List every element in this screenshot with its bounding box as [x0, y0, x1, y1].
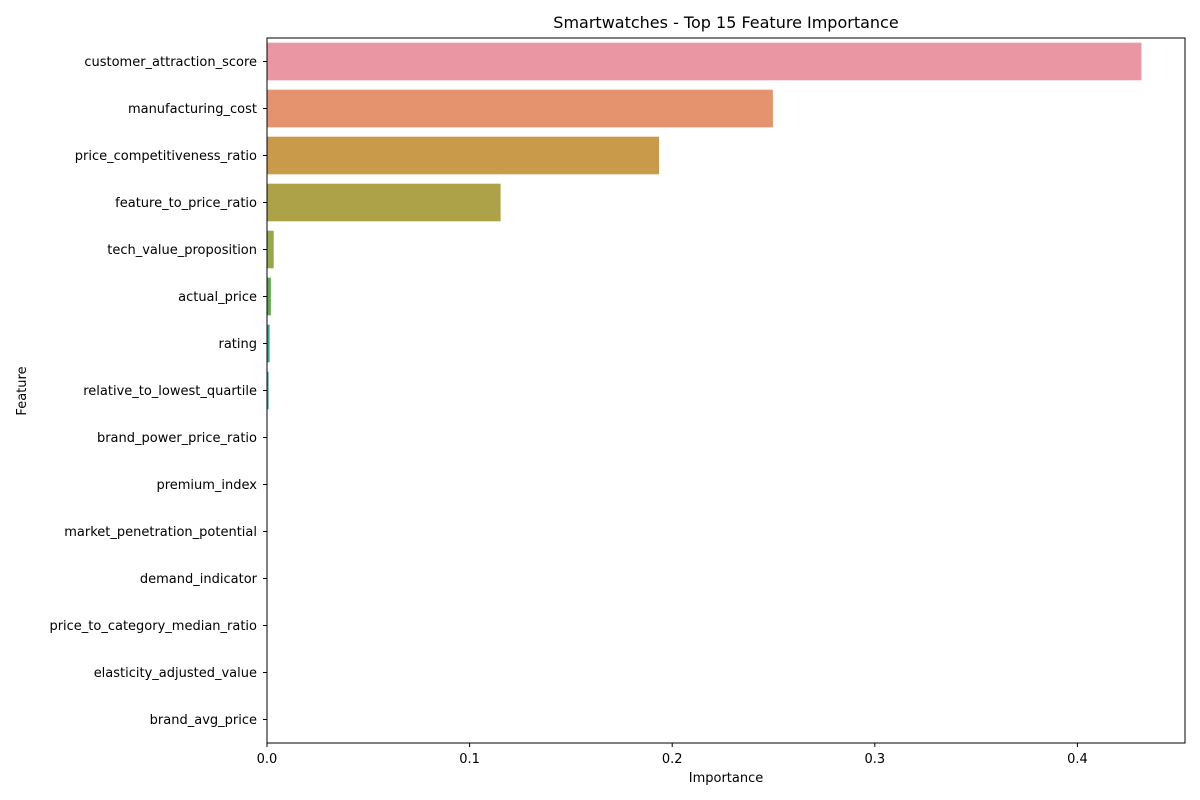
- x-tick-label: 0.1: [459, 752, 480, 767]
- y-tick-label: customer_attraction_score: [84, 55, 257, 70]
- y-tick-label: demand_indicator: [140, 572, 258, 587]
- y-tick-label: tech_value_proposition: [107, 243, 257, 258]
- y-tick-label: brand_avg_price: [150, 713, 257, 728]
- bar-customer_attraction_score: [267, 42, 1142, 81]
- y-tick-label: relative_to_lowest_quartile: [83, 384, 257, 399]
- x-tick-label: 0.2: [662, 752, 683, 767]
- bar-feature_to_price_ratio: [267, 183, 501, 222]
- y-tick-label: price_to_category_median_ratio: [49, 619, 257, 634]
- y-tick-label: rating: [218, 337, 257, 352]
- x-tick-label: 0.3: [864, 752, 885, 767]
- y-tick-label: actual_price: [178, 290, 257, 305]
- bar-manufacturing_cost: [267, 89, 773, 128]
- bar-tech_value_proposition: [267, 230, 274, 269]
- y-tick-label: manufacturing_cost: [128, 102, 257, 117]
- x-tick-label: 0.4: [1067, 752, 1088, 767]
- y-axis-label: Feature: [15, 366, 30, 415]
- bar-price_competitiveness_ratio: [267, 136, 660, 175]
- plot-area-frame: [266, 37, 1186, 744]
- bars-group: [267, 42, 1142, 739]
- bar-rating: [267, 324, 270, 363]
- y-tick-label: brand_power_price_ratio: [97, 431, 257, 446]
- y-tick-label: market_penetration_potential: [64, 525, 257, 540]
- y-tick-label: premium_index: [156, 478, 257, 493]
- y-tick-label: price_competitiveness_ratio: [75, 149, 257, 164]
- bar-actual_price: [267, 277, 271, 316]
- x-ticks-group: 0.0 0.1 0.2 0.3 0.4: [257, 743, 1088, 767]
- y-ticks-group: customer_attraction_score manufacturing_c…: [49, 55, 267, 728]
- x-tick-label: 0.0: [257, 752, 278, 767]
- y-tick-label: elasticity_adjusted_value: [94, 666, 257, 681]
- bar-relative_to_lowest_quartile: [267, 371, 269, 410]
- chart-title: Smartwatches - Top 15 Feature Importance: [553, 13, 898, 32]
- x-axis-label: Importance: [689, 771, 764, 786]
- y-tick-label: feature_to_price_ratio: [115, 196, 257, 211]
